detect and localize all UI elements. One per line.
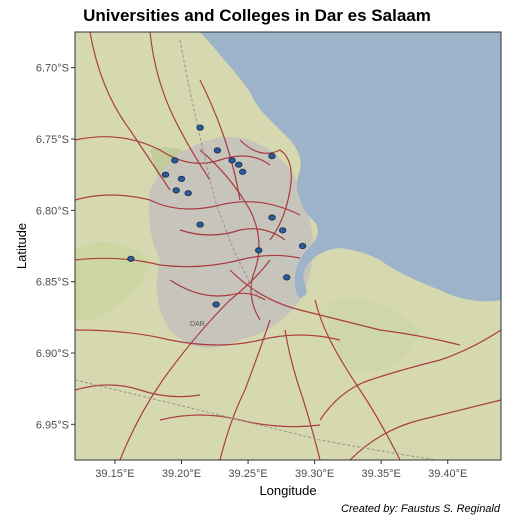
road xyxy=(314,299,401,460)
university-marker xyxy=(239,168,247,175)
road xyxy=(229,269,461,346)
railway xyxy=(179,39,261,301)
university-marker xyxy=(235,161,243,168)
road xyxy=(319,329,501,421)
y-axis-label: Latitude xyxy=(14,223,29,269)
road xyxy=(75,329,341,346)
road xyxy=(239,139,292,241)
road xyxy=(119,259,271,460)
urban-area xyxy=(148,136,314,348)
map-place-label: DAR xyxy=(190,321,205,328)
y-tick-label: 6.70°S xyxy=(36,63,69,75)
indian-ocean-water xyxy=(200,32,501,302)
road xyxy=(179,228,286,241)
x-tick-label: 39.35°E xyxy=(362,468,401,480)
university-marker xyxy=(255,247,263,254)
university-marker xyxy=(212,301,220,308)
road xyxy=(169,279,266,301)
y-axis-ticks: 6.70°S 6.75°S 6.80°S 6.85°S 6.90°S 6.95°S xyxy=(36,63,75,431)
railway xyxy=(75,379,440,460)
university-marker xyxy=(298,242,307,250)
x-axis-ticks: 39.15°E 39.20°E 39.25°E 39.30°E 39.35°E 39.40… xyxy=(95,460,467,480)
university-marker xyxy=(184,190,192,197)
panel-border xyxy=(74,31,502,461)
university-marker xyxy=(268,214,276,221)
university-marker xyxy=(283,274,291,281)
map-title: Universities and Colleges in Dar es Sala… xyxy=(83,6,431,25)
university-marker xyxy=(196,221,204,228)
x-tick-label: 39.25°E xyxy=(228,468,267,480)
x-axis-label: Longitude xyxy=(259,483,316,498)
road xyxy=(75,194,301,216)
road xyxy=(199,79,241,201)
university-marker xyxy=(172,187,180,194)
y-tick-label: 6.85°S xyxy=(36,277,69,289)
university-marker xyxy=(127,255,135,262)
road xyxy=(149,32,211,181)
road-network xyxy=(75,32,501,460)
road xyxy=(75,136,271,166)
university-marker xyxy=(196,124,204,131)
y-tick-label: 6.90°S xyxy=(36,348,69,360)
university-markers xyxy=(127,124,307,308)
university-marker xyxy=(268,153,276,160)
road xyxy=(75,384,201,398)
university-marker xyxy=(171,157,179,164)
y-tick-label: 6.80°S xyxy=(36,205,69,217)
road xyxy=(159,414,321,428)
x-tick-label: 39.40°E xyxy=(428,468,467,480)
university-marker xyxy=(177,175,186,182)
road xyxy=(89,32,171,191)
caption: Created by: Faustus S. Reginald xyxy=(341,503,500,515)
university-marker xyxy=(161,171,170,178)
y-tick-label: 6.95°S xyxy=(36,419,69,431)
vegetation-patch xyxy=(327,298,420,372)
x-tick-label: 39.15°E xyxy=(95,468,134,480)
university-marker xyxy=(279,227,287,234)
y-tick-label: 6.75°S xyxy=(36,134,69,146)
road xyxy=(219,319,271,460)
road xyxy=(75,254,301,268)
map-panel: DAR xyxy=(75,32,501,460)
university-marker xyxy=(228,157,236,164)
x-tick-label: 39.20°E xyxy=(162,468,201,480)
road xyxy=(349,399,501,460)
university-marker xyxy=(213,147,222,154)
x-tick-label: 39.30°E xyxy=(295,468,334,480)
